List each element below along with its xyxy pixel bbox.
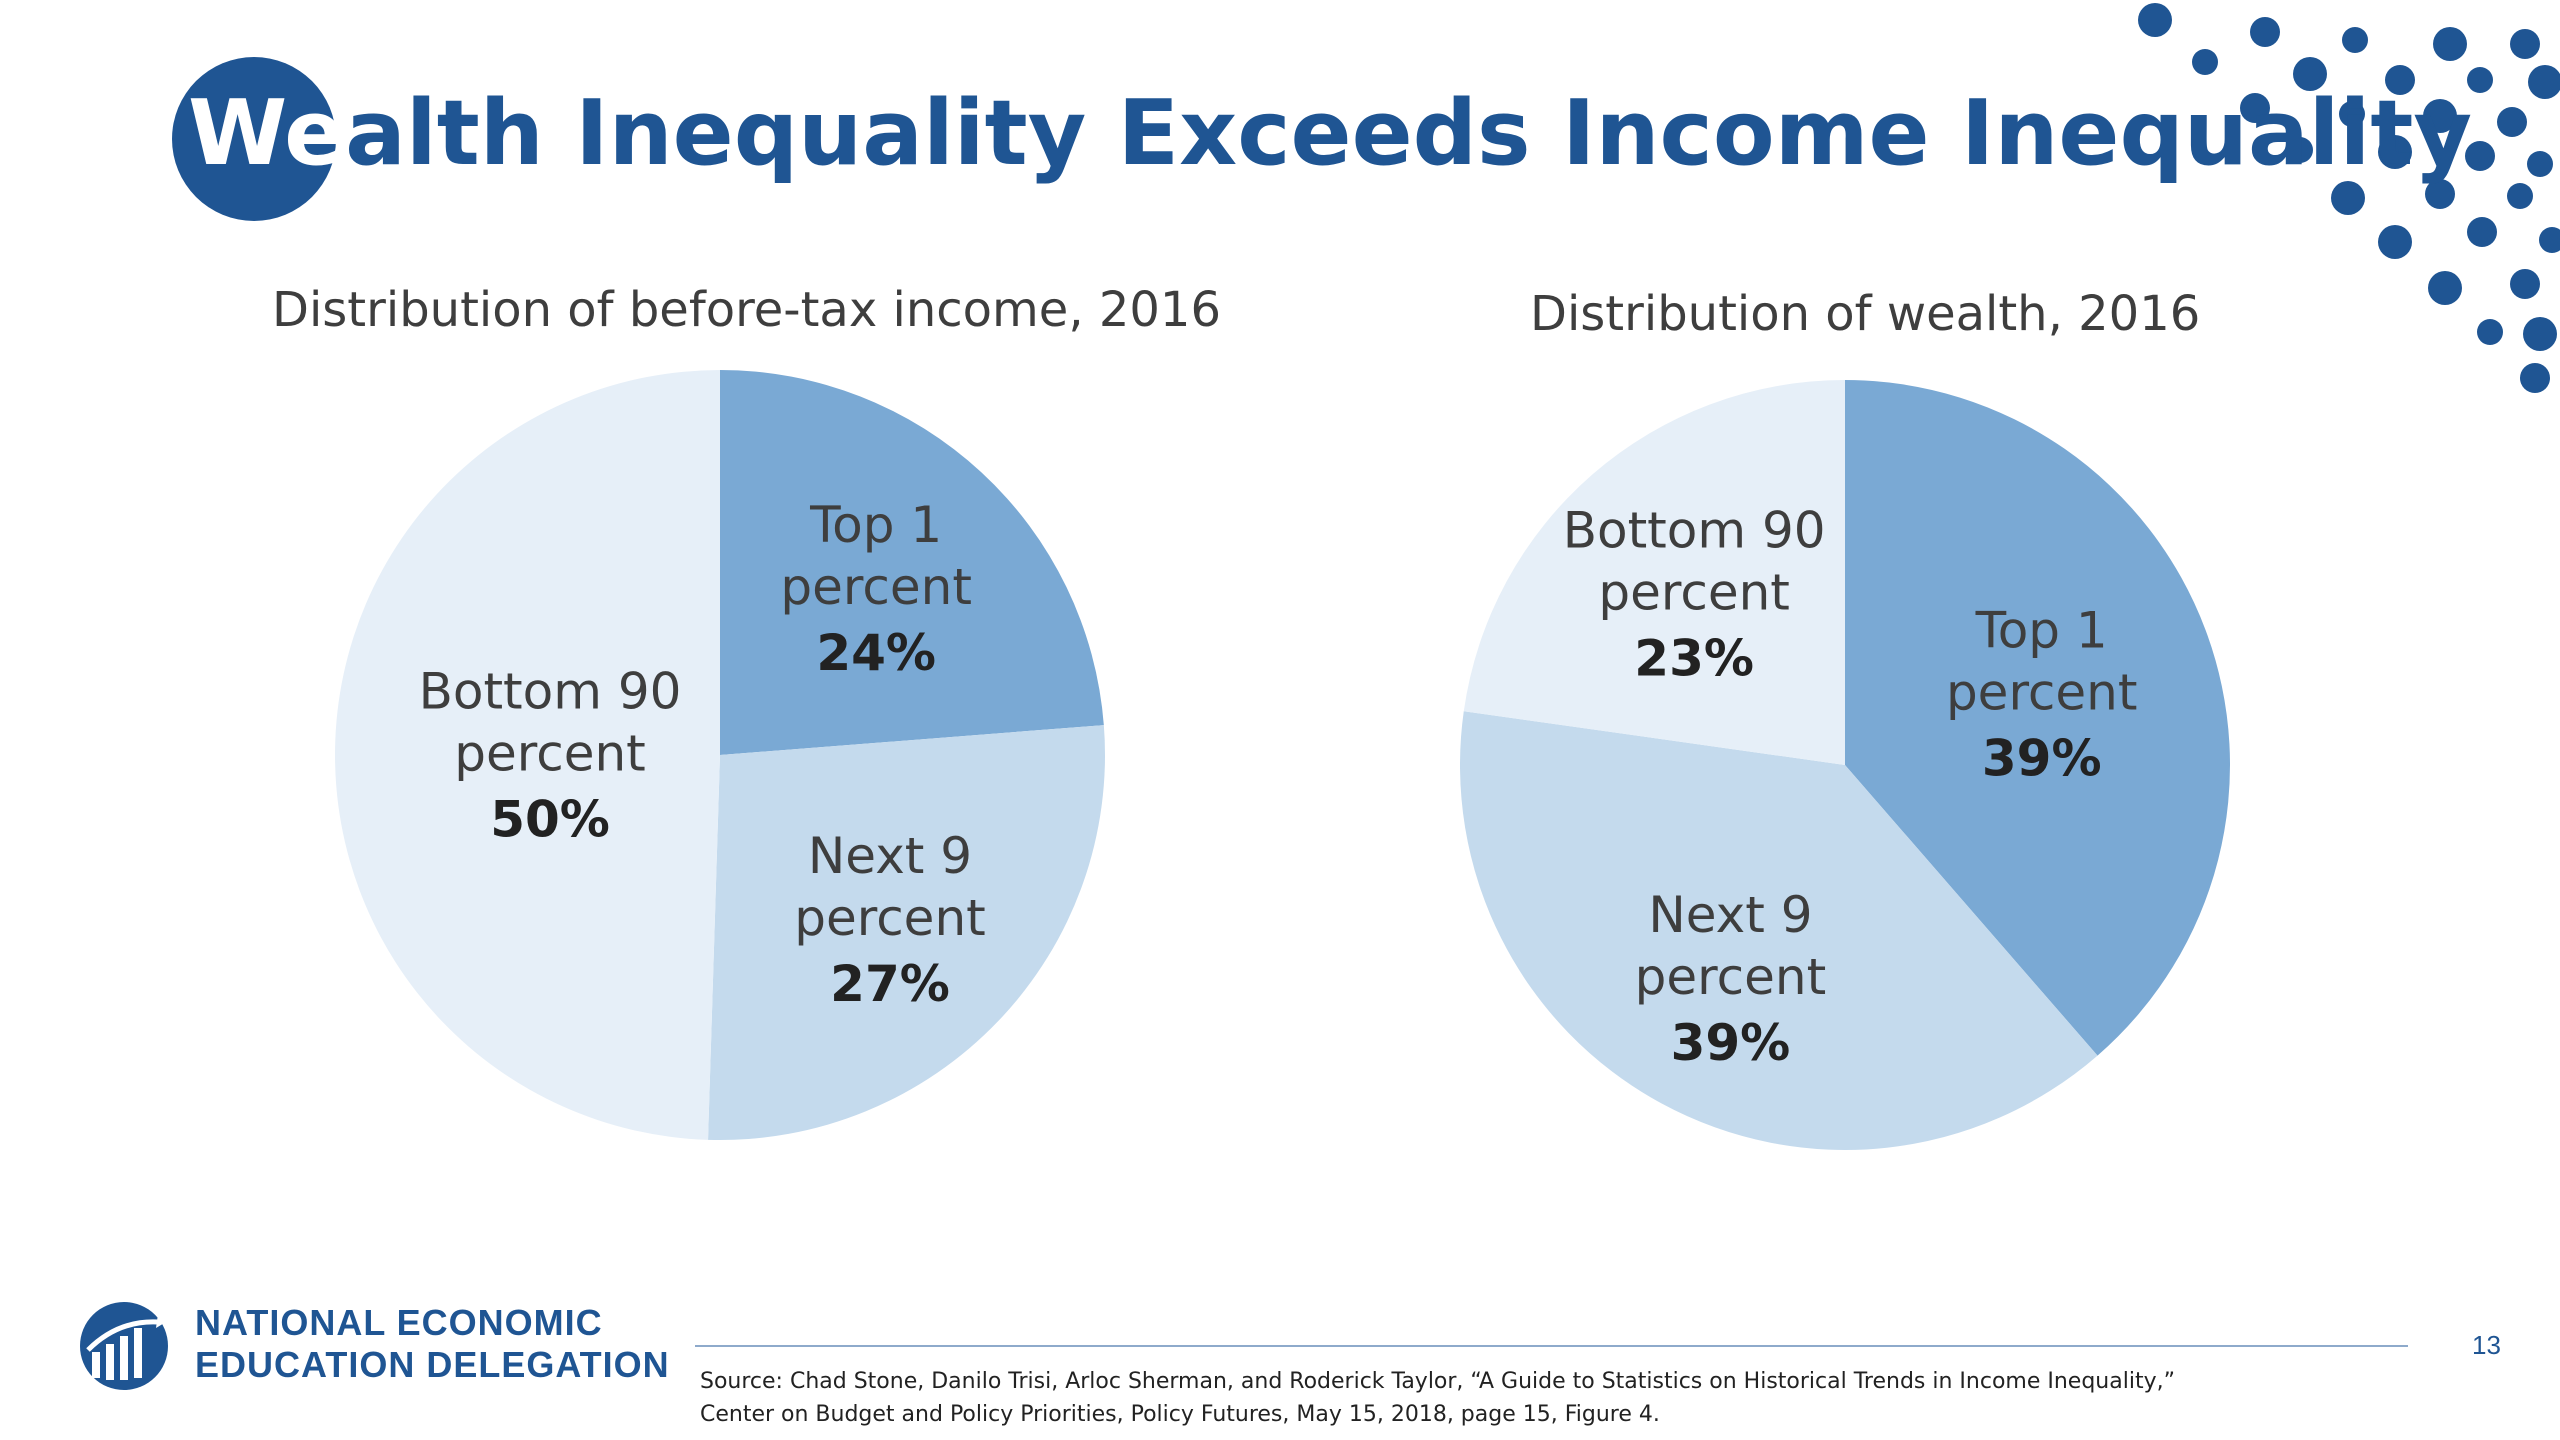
decorative-dot [2342, 27, 2368, 53]
slice-value-label: 39% [1982, 729, 2102, 787]
decorative-dot [2433, 27, 2467, 61]
decorative-dot [2378, 225, 2412, 259]
slice-label: Bottom 90 [419, 662, 682, 720]
decorative-dot [2497, 107, 2527, 137]
source-line-1: Source: Chad Stone, Danilo Trisi, Arloc … [700, 1369, 2175, 1394]
slice-label: percent [1598, 563, 1790, 621]
pie-slice [708, 725, 1105, 1140]
need-logo-icon [80, 1302, 168, 1390]
decorative-dot [2539, 227, 2560, 253]
decorative-dot [2250, 17, 2280, 47]
slice-label: percent [1635, 948, 1827, 1006]
org-name-line1: NATIONAL ECONOMIC [195, 1302, 603, 1343]
pie-slice [1463, 380, 1845, 765]
slice-label: Top 1 [809, 496, 942, 554]
pie-slice [334, 370, 720, 1140]
decorative-dot [2527, 151, 2553, 177]
page-number: 13 [2472, 1330, 2501, 1360]
slice-value-label: 50% [490, 790, 610, 848]
slice-value-label: 27% [830, 955, 950, 1013]
decorative-dot [2467, 217, 2497, 247]
title-circle-badge [172, 57, 336, 221]
decorative-dot-pattern [2138, 3, 2560, 393]
footer-divider [695, 1345, 2408, 1347]
pie-slice [1845, 380, 2230, 1056]
org-name-line2: EDUCATION DELEGATION [195, 1344, 670, 1385]
title-rest: alth Inequality Exceeds Income Inequalit… [345, 81, 2473, 186]
source-citation: Source: Chad Stone, Danilo Trisi, Arloc … [700, 1365, 2175, 1431]
slice-label: Next 9 [808, 827, 972, 885]
decorative-dot [2507, 183, 2533, 209]
chart-title-wealth: Distribution of wealth, 2016 [1530, 286, 2201, 342]
decorative-dot [2138, 3, 2172, 37]
chart-title-income: Distribution of before-tax income, 2016 [272, 282, 1221, 338]
decorative-dot [2523, 317, 2557, 351]
slice-value-label: 24% [816, 624, 936, 682]
slice-label: Bottom 90 [1563, 501, 1826, 559]
source-line-2: Center on Budget and Policy Priorities, … [700, 1402, 1660, 1427]
slice-value-label: 39% [1671, 1014, 1791, 1072]
decorative-dot [2510, 269, 2540, 299]
decorative-dot [2428, 271, 2462, 305]
decorative-dot [2510, 29, 2540, 59]
slice-label: Top 1 [1975, 601, 2108, 659]
decorative-dot [2520, 363, 2550, 393]
slice-value-label: 23% [1634, 629, 1754, 687]
slice-label: percent [794, 889, 986, 947]
slice-label: percent [1946, 663, 2138, 721]
pie-slice [1460, 711, 2098, 1150]
organization-name: NATIONAL ECONOMIC EDUCATION DELEGATION [195, 1302, 670, 1386]
slice-label: percent [454, 724, 646, 782]
decorative-dot [2528, 65, 2560, 99]
title-text: Wealth Inequality Exceeds Income Inequal… [188, 74, 2472, 194]
decorative-dot [2477, 319, 2503, 345]
pie-slice [720, 370, 1104, 755]
slice-label: Next 9 [1648, 886, 1812, 944]
decorative-dot [2192, 49, 2218, 75]
slice-label: percent [780, 558, 972, 616]
title-prefix: We [188, 81, 346, 186]
